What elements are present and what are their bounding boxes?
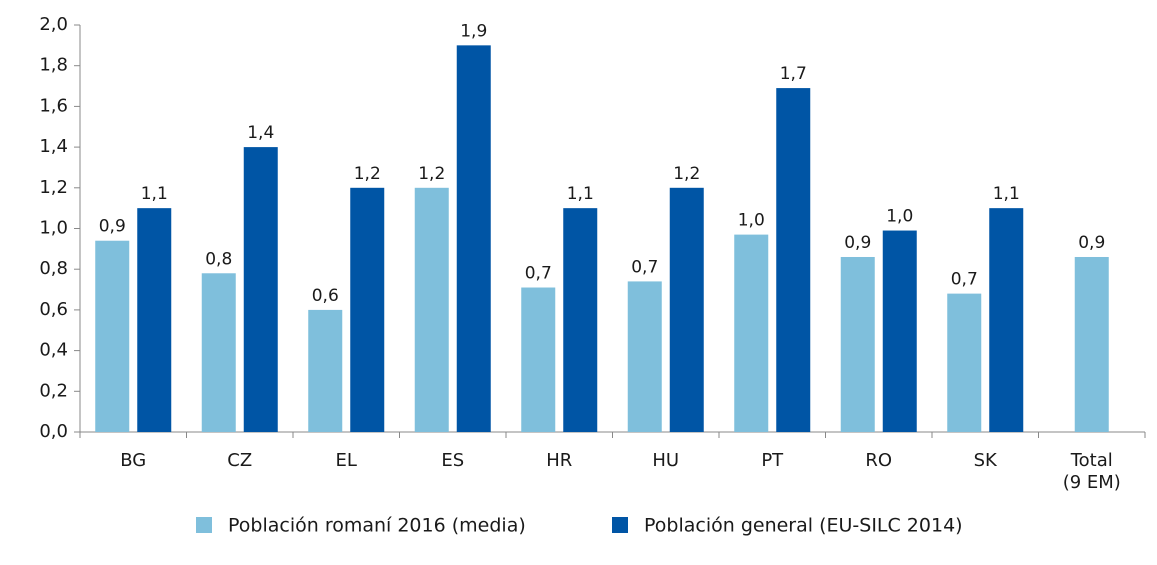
y-tick-label: 1,4: [39, 136, 68, 157]
bar: [95, 240, 130, 432]
legend-label: Población romaní 2016 (media): [228, 515, 526, 537]
value-label: 0,9: [844, 233, 871, 253]
bar: [414, 187, 449, 432]
bar: [456, 45, 491, 432]
y-tick-label: 1,8: [39, 55, 68, 76]
value-label: 0,8: [205, 249, 232, 269]
x-tick-label: RO: [865, 450, 893, 471]
x-tick-label: CZ: [227, 450, 253, 471]
value-label: 0,9: [99, 217, 126, 237]
y-tick-label: 1,6: [39, 95, 68, 116]
y-tick-label: 1,0: [39, 218, 68, 239]
bar: [1074, 256, 1109, 432]
x-tick-label: PT: [761, 450, 784, 471]
legend-label: Población general (EU-SILC 2014): [644, 515, 963, 537]
value-label: 0,7: [525, 264, 552, 284]
bar: [563, 208, 598, 432]
bar: [243, 147, 278, 432]
value-label: 0,6: [312, 286, 339, 306]
value-label: 1,7: [780, 64, 807, 84]
bar: [137, 208, 172, 432]
value-label: 1,2: [418, 164, 445, 184]
value-label: 1,1: [567, 184, 594, 204]
value-label: 0,7: [951, 270, 978, 290]
legend-swatch: [196, 517, 212, 533]
value-label: 1,4: [247, 123, 274, 143]
y-tick-label: 0,6: [39, 299, 68, 320]
value-label: 1,2: [673, 164, 700, 184]
bar: [669, 187, 704, 432]
value-label: 1,9: [460, 21, 487, 41]
value-label: 0,9: [1078, 233, 1105, 253]
legend-swatch: [612, 517, 628, 533]
value-label: 1,2: [354, 164, 381, 184]
bar: [308, 309, 343, 432]
x-tick-label: HR: [546, 450, 573, 471]
x-tick-label: Total (9 EM): [1062, 450, 1121, 493]
bar: [776, 88, 811, 433]
value-label: 1,0: [886, 207, 913, 227]
x-tick-label: ES: [441, 450, 465, 471]
bar: [521, 287, 556, 432]
bar: [350, 187, 385, 432]
x-tick-label: BG: [120, 450, 147, 471]
y-tick-label: 0,2: [39, 380, 68, 401]
x-tick-label: EL: [335, 450, 357, 471]
x-tick-label: SK: [973, 450, 997, 471]
bar: [947, 293, 982, 432]
bar: [627, 281, 662, 432]
y-tick-label: 1,2: [39, 177, 68, 198]
x-tick-label: HU: [652, 450, 680, 471]
y-tick-label: 0,4: [39, 340, 68, 361]
bar: [989, 208, 1024, 432]
value-label: 1,1: [993, 184, 1020, 204]
value-label: 0,7: [631, 257, 658, 277]
bar: [840, 256, 875, 432]
y-tick-label: 0,0: [39, 421, 68, 442]
y-tick-label: 0,8: [39, 258, 68, 279]
value-label: 1,1: [141, 184, 168, 204]
bar: [201, 273, 236, 432]
bar: [882, 230, 917, 432]
y-tick-label: 2,0: [39, 14, 68, 35]
bar: [734, 234, 769, 432]
value-label: 1,0: [738, 211, 765, 231]
